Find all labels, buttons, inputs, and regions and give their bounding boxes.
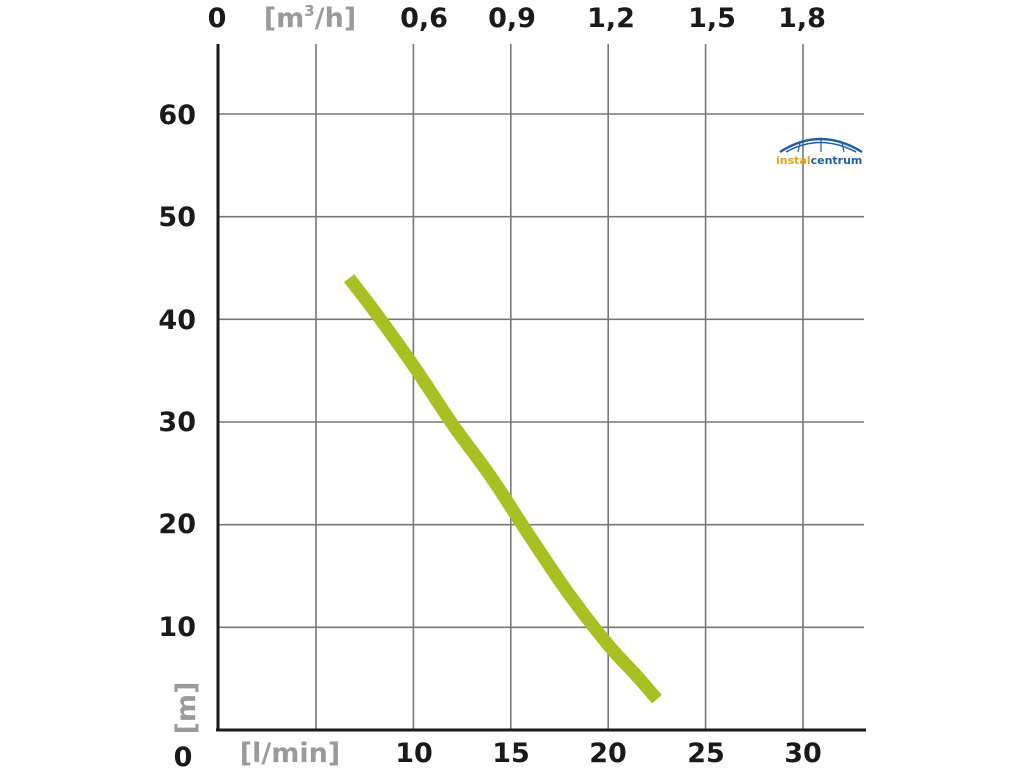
y-tick-label: 30 (158, 407, 196, 438)
y-tick-label: 10 (158, 612, 196, 643)
x-bottom-tick-labels: [l/min] 10 15 20 25 30 (240, 738, 822, 768)
x-bottom-tick-label: 30 (784, 738, 822, 768)
x-top-tick-labels: 0 [m3/h] 0,6 0,9 1,2 1,5 1,8 (208, 2, 826, 34)
y-tick-label: 40 (158, 305, 196, 336)
logo-arch-rib (841, 142, 845, 153)
grid (218, 44, 864, 730)
logo-wordmark: instalcentrum (776, 154, 862, 167)
x-top-unit-label: [m3/h] (264, 2, 356, 34)
x-bottom-tick-label: 20 (589, 738, 627, 768)
x-top-tick-label: 1,8 (778, 3, 826, 34)
instalcentrum-logo: instalcentrum (776, 137, 863, 167)
x-bottom-tick-label: 25 (687, 738, 725, 768)
series (343, 274, 662, 704)
y-tick-label: 0 (174, 742, 193, 768)
x-top-tick-label: 0 (208, 3, 227, 34)
x-bottom-tick-label: 15 (492, 738, 530, 768)
x-top-tick-label: 1,5 (688, 3, 736, 34)
x-bottom-tick-label: 10 (395, 738, 433, 768)
x-top-tick-label: 0,6 (400, 3, 448, 34)
x-top-tick-label: 1,2 (587, 3, 635, 34)
x-bottom-unit-label: [l/min] (240, 738, 340, 768)
y-tick-label: 50 (158, 202, 196, 233)
y-tick-label: 60 (158, 100, 196, 131)
performance-curve (343, 274, 662, 704)
y-unit-label: [m] (171, 682, 202, 735)
x-top-tick-label: 0,9 (488, 3, 536, 34)
logo-arch-rib (797, 142, 801, 153)
y-tick-label: 20 (158, 509, 196, 540)
y-tick-labels: 0 10 20 30 40 50 60 (158, 100, 196, 768)
